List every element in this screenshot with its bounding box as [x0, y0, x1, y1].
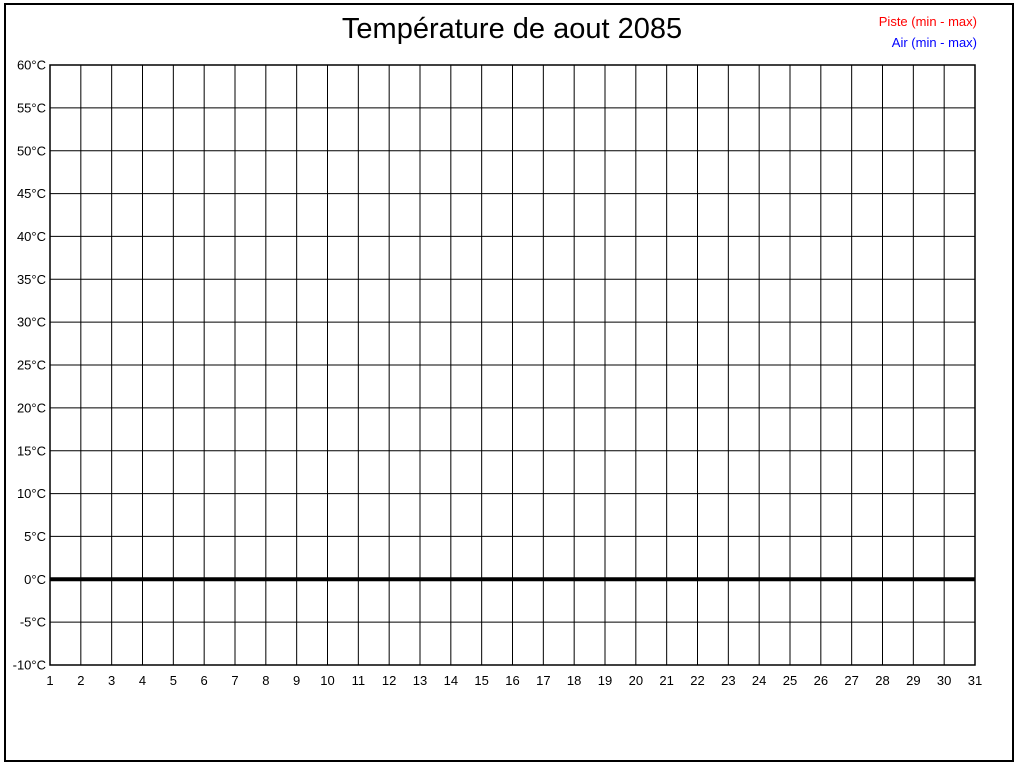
x-tick-label: 24 — [752, 673, 766, 688]
x-tick-label: 18 — [567, 673, 581, 688]
x-tick-label: 7 — [231, 673, 238, 688]
x-tick-label: 13 — [413, 673, 427, 688]
x-tick-label: 11 — [352, 673, 366, 688]
y-tick-label: -10°C — [13, 658, 46, 673]
y-tick-label: 55°C — [17, 100, 46, 115]
x-tick-label: 15 — [474, 673, 488, 688]
y-tick-label: 5°C — [24, 529, 46, 544]
x-tick-label: 14 — [444, 673, 458, 688]
x-tick-label: 21 — [659, 673, 673, 688]
y-tick-label: 45°C — [17, 186, 46, 201]
y-tick-label: 30°C — [17, 315, 46, 330]
y-tick-label: 20°C — [17, 400, 46, 415]
x-tick-label: 30 — [937, 673, 951, 688]
x-tick-label: 5 — [170, 673, 177, 688]
x-tick-label: 10 — [320, 673, 334, 688]
x-tick-label: 3 — [108, 673, 115, 688]
x-tick-label: 1 — [46, 673, 53, 688]
plot-frame — [49, 64, 976, 666]
chart-legend: Piste (min - max) Air (min - max) — [879, 11, 977, 53]
x-tick-label: 28 — [875, 673, 889, 688]
x-tick-label: 23 — [721, 673, 735, 688]
x-tick-label: 29 — [906, 673, 920, 688]
y-tick-label: 10°C — [17, 486, 46, 501]
y-tick-label: 35°C — [17, 272, 46, 287]
legend-entry-air: Air (min - max) — [891, 35, 977, 50]
y-tick-label: 50°C — [17, 143, 46, 158]
x-tick-label: 17 — [536, 673, 550, 688]
x-tick-label: 6 — [201, 673, 208, 688]
legend-entry-piste: Piste (min - max) — [878, 14, 977, 29]
chart-title: Température de aout 2085 — [341, 13, 683, 45]
x-tick-label: 31 — [968, 673, 982, 688]
x-tick-label: 2 — [77, 673, 84, 688]
x-tick-label: 25 — [783, 673, 797, 688]
x-tick-label: 22 — [690, 673, 704, 688]
x-tick-label: 20 — [629, 673, 643, 688]
y-tick-label: 0°C — [24, 572, 46, 587]
x-tick-label: 9 — [293, 673, 300, 688]
x-tick-label: 27 — [844, 673, 858, 688]
x-tick-label: 16 — [505, 673, 519, 688]
y-tick-label: -5°C — [20, 615, 46, 630]
x-tick-label: 19 — [598, 673, 612, 688]
y-tick-label: 40°C — [17, 229, 46, 244]
y-tick-label: 60°C — [17, 58, 46, 73]
x-tick-label: 4 — [139, 673, 146, 688]
x-tick-label: 12 — [382, 673, 396, 688]
y-tick-label: 15°C — [17, 443, 46, 458]
y-tick-label: 25°C — [17, 358, 46, 373]
x-tick-label: 26 — [814, 673, 828, 688]
x-tick-label: 8 — [262, 673, 269, 688]
